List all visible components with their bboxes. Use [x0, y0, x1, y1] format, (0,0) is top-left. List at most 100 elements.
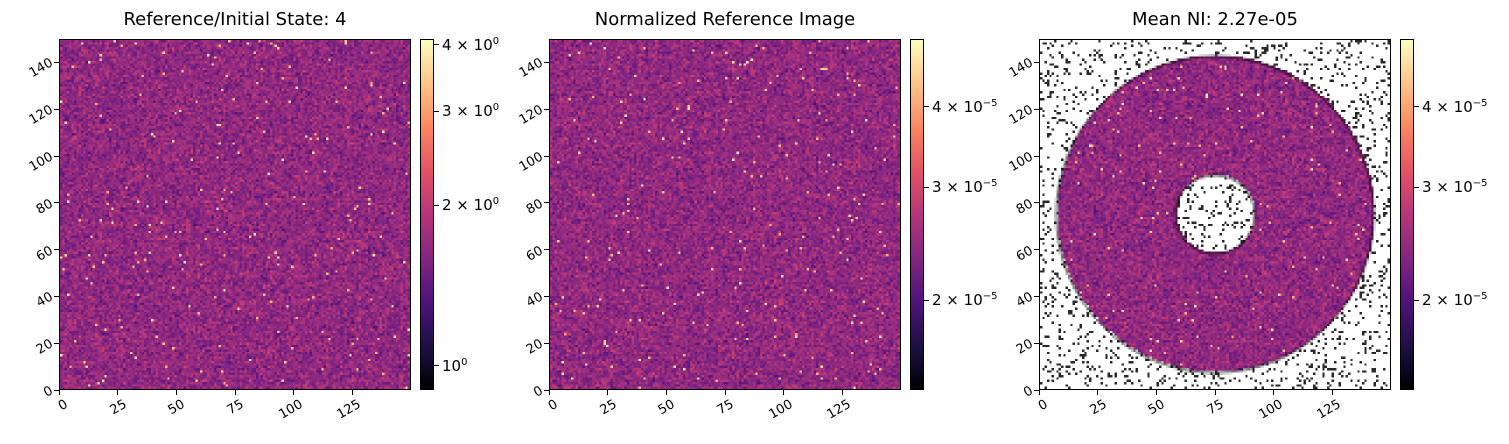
- y-tick-mark: [1034, 295, 1039, 297]
- y-tick-label: 60: [1013, 243, 1036, 265]
- chart-title: Reference/Initial State: 4: [123, 9, 347, 30]
- colorbar-tick-label: 2 × 10−5: [932, 291, 998, 310]
- x-tick-label: 50: [165, 397, 188, 419]
- colorbar-tick-mark: [434, 110, 439, 112]
- y-tick-mark: [54, 389, 59, 391]
- y-tick-label: 140: [26, 55, 56, 82]
- x-tick-mark: [1155, 390, 1157, 395]
- y-tick-label: 100: [26, 149, 56, 175]
- colorbar-tick-label: 4 × 10−5: [1422, 97, 1488, 116]
- y-tick-label: 80: [1013, 196, 1036, 218]
- y-tick-mark: [544, 202, 549, 204]
- y-tick-mark: [54, 108, 59, 110]
- colorbar-tick-label: 3 × 100: [442, 102, 500, 121]
- x-tick-mark: [724, 390, 726, 395]
- y-tick-mark: [1034, 202, 1039, 204]
- colorbar-tick-label: 4 × 100: [442, 35, 500, 54]
- y-tick-mark: [544, 61, 549, 63]
- colorbar-tick-mark: [924, 299, 929, 301]
- y-tick-label: 0: [1021, 383, 1036, 401]
- x-tick-label: 0: [1035, 397, 1051, 415]
- x-tick-mark: [1214, 390, 1216, 395]
- y-tick-mark: [54, 202, 59, 204]
- y-tick-mark: [54, 249, 59, 251]
- y-tick-mark: [1034, 342, 1039, 344]
- y-tick-label: 40: [33, 289, 56, 312]
- x-tick-mark: [783, 390, 785, 395]
- y-tick-mark: [1034, 249, 1039, 251]
- y-tick-mark: [1034, 61, 1039, 63]
- x-tick-label: 0: [545, 397, 561, 415]
- y-tick-label: 140: [1006, 55, 1036, 82]
- x-tick-mark: [1331, 390, 1333, 395]
- x-tick-label: 100: [766, 397, 796, 423]
- y-tick-label: 120: [1006, 102, 1036, 129]
- x-tick-mark: [548, 390, 550, 395]
- colorbar: [910, 39, 924, 390]
- y-tick-label: 80: [33, 196, 56, 218]
- heatmap-plot-area: [59, 39, 411, 390]
- colorbar: [1400, 39, 1414, 390]
- y-tick-label: 0: [531, 383, 546, 401]
- colorbar-tick-label: 3 × 10−5: [932, 178, 998, 197]
- y-tick-mark: [1034, 155, 1039, 157]
- y-tick-mark: [544, 389, 549, 391]
- x-tick-label: 75: [714, 397, 737, 419]
- y-tick-mark: [54, 342, 59, 344]
- x-tick-label: 100: [1256, 397, 1286, 423]
- x-tick-label: 125: [824, 397, 854, 423]
- y-tick-label: 60: [33, 243, 56, 265]
- colorbar-tick-mark: [1414, 299, 1419, 301]
- chart-title: Normalized Reference Image: [594, 9, 856, 30]
- colorbar-tick-label: 3 × 10−5: [1422, 178, 1488, 197]
- heatmap-image: [1040, 40, 1390, 389]
- heatmap-image: [60, 40, 410, 389]
- x-tick-mark: [293, 390, 295, 395]
- y-tick-label: 80: [523, 196, 546, 218]
- y-tick-label: 120: [26, 102, 56, 129]
- colorbar-tick-mark: [1414, 186, 1419, 188]
- chart-title: Mean NI: 2.27e-05: [1132, 9, 1298, 30]
- y-tick-label: 60: [523, 243, 546, 265]
- y-tick-mark: [54, 295, 59, 297]
- x-tick-label: 125: [1314, 397, 1344, 423]
- y-tick-mark: [544, 295, 549, 297]
- y-tick-label: 40: [523, 289, 546, 312]
- x-tick-mark: [841, 390, 843, 395]
- x-tick-label: 0: [55, 397, 71, 415]
- x-tick-label: 25: [107, 397, 130, 419]
- y-tick-label: 120: [516, 102, 546, 129]
- heatmap-plot-area: [1039, 39, 1391, 390]
- colorbar-tick-mark: [1414, 106, 1419, 108]
- colorbar: [420, 39, 434, 390]
- y-tick-mark: [1034, 108, 1039, 110]
- y-tick-label: 20: [33, 336, 56, 358]
- x-tick-label: 125: [334, 397, 364, 423]
- y-tick-mark: [544, 249, 549, 251]
- colorbar-tick-label: 2 × 10−5: [1422, 291, 1488, 310]
- x-tick-mark: [1273, 390, 1275, 395]
- colorbar-tick-label: 100: [442, 356, 468, 375]
- y-tick-label: 20: [523, 336, 546, 358]
- y-tick-mark: [54, 61, 59, 63]
- x-tick-mark: [117, 390, 119, 395]
- y-tick-label: 140: [516, 55, 546, 82]
- y-tick-label: 100: [1006, 149, 1036, 175]
- y-tick-label: 0: [41, 383, 56, 401]
- x-tick-label: 25: [597, 397, 620, 419]
- colorbar-tick-label: 2 × 100: [442, 196, 500, 215]
- heatmap-image: [550, 40, 900, 389]
- x-tick-mark: [234, 390, 236, 395]
- x-tick-mark: [58, 390, 60, 395]
- colorbar-tick-mark: [434, 365, 439, 367]
- colorbar-tick-mark: [924, 106, 929, 108]
- x-tick-mark: [1097, 390, 1099, 395]
- colorbar-tick-label: 4 × 10−5: [932, 97, 998, 116]
- y-tick-label: 40: [1013, 289, 1036, 312]
- x-tick-label: 25: [1087, 397, 1110, 419]
- x-tick-label: 50: [1145, 397, 1168, 419]
- x-tick-label: 100: [276, 397, 306, 423]
- y-tick-mark: [544, 155, 549, 157]
- y-tick-mark: [1034, 389, 1039, 391]
- x-tick-label: 75: [224, 397, 247, 419]
